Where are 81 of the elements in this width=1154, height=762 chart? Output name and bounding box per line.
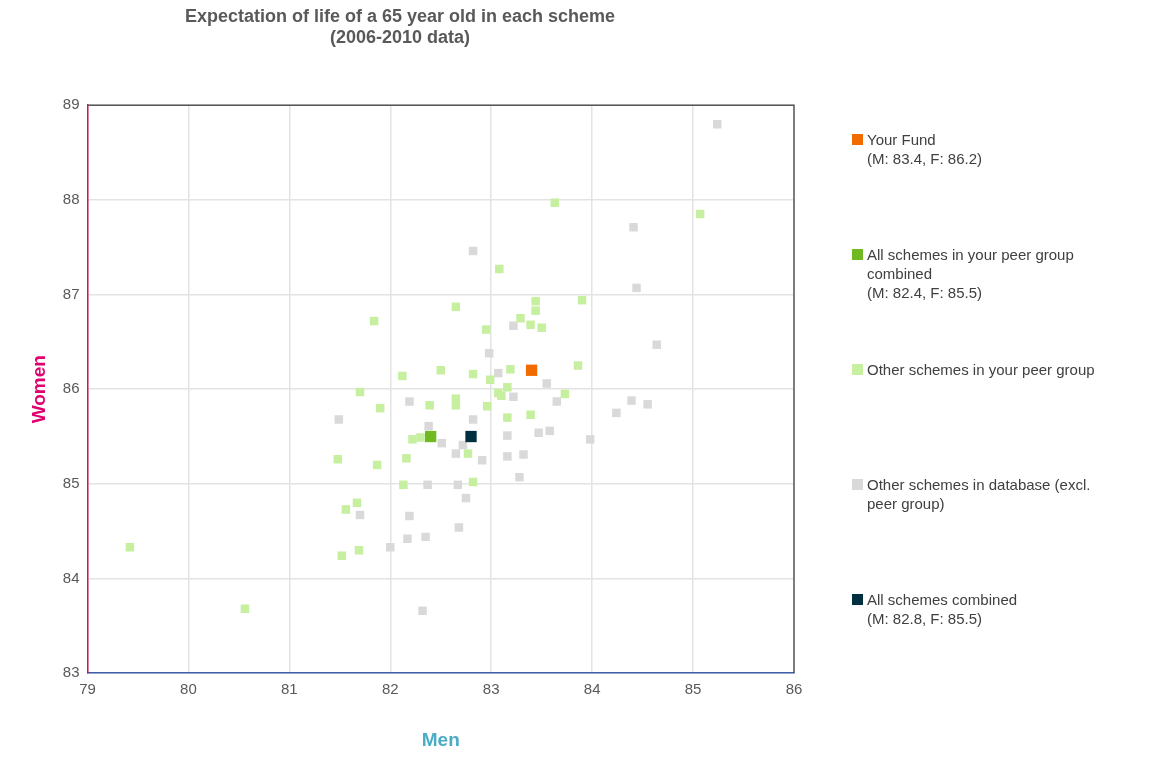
point — [463, 449, 473, 458]
point — [402, 454, 411, 463]
point — [542, 379, 551, 388]
point — [503, 431, 512, 440]
x-tick-label: 82 — [381, 680, 399, 698]
point — [503, 413, 512, 422]
point — [386, 543, 395, 552]
point — [405, 511, 414, 521]
point — [506, 365, 515, 374]
y-tick-label: 88 — [62, 190, 80, 208]
point — [515, 473, 524, 482]
point — [525, 364, 538, 376]
point — [416, 433, 425, 442]
legend-label: Other schemes in database (excl. peer group) — [866, 475, 1092, 514]
point — [424, 430, 437, 443]
point — [125, 543, 135, 552]
point — [495, 264, 504, 274]
point — [713, 119, 722, 129]
y-tick-label: 84 — [62, 568, 80, 586]
point — [405, 397, 414, 406]
y-tick-label: 87 — [62, 284, 80, 302]
x-tick-label: 85 — [684, 680, 702, 698]
point — [468, 415, 478, 424]
point — [399, 480, 408, 490]
point — [341, 505, 351, 514]
point — [509, 392, 518, 402]
x-tick-label: 79 — [79, 680, 96, 698]
y-tick-label: 85 — [62, 474, 80, 492]
point — [585, 435, 595, 444]
point — [494, 368, 503, 378]
point — [526, 320, 535, 330]
legend-label: All schemes combined (M: 82.8, F: 85.5) — [866, 590, 1019, 629]
y-tick-label: 89 — [62, 95, 80, 113]
x-axis-title: Men — [421, 728, 460, 750]
point — [451, 401, 461, 410]
x-tick-label: 81 — [281, 680, 298, 698]
point — [503, 383, 512, 392]
point — [408, 435, 417, 444]
point — [398, 371, 407, 381]
point — [423, 480, 432, 490]
point — [503, 452, 512, 461]
legend-label: Your Fund (M: 83.4, F: 86.2) — [866, 130, 984, 169]
x-tick-label: 84 — [583, 680, 601, 698]
point — [465, 430, 477, 443]
point — [454, 523, 464, 532]
point — [334, 415, 344, 424]
point — [643, 400, 652, 409]
point — [421, 532, 430, 542]
point — [531, 306, 540, 315]
point — [509, 321, 518, 331]
point — [516, 313, 525, 323]
point — [436, 366, 445, 375]
x-tick-label: 80 — [180, 680, 197, 698]
point — [526, 410, 535, 419]
point — [632, 283, 641, 293]
x-tick-label: 86 — [785, 680, 803, 698]
y-tick-label: 86 — [62, 379, 80, 397]
point — [573, 361, 583, 370]
legend-label: All schemes in your peer group combined (M: 82.4, F: 85.5) — [866, 245, 1075, 303]
point — [451, 449, 461, 458]
point — [519, 450, 528, 459]
point — [481, 325, 491, 334]
point — [485, 375, 495, 384]
x-tick-label: 83 — [482, 680, 500, 698]
y-tick-label: 83 — [62, 663, 80, 681]
point — [534, 428, 543, 437]
point — [629, 223, 638, 232]
point — [531, 296, 540, 306]
point — [550, 198, 560, 207]
point — [612, 408, 621, 418]
point — [627, 396, 636, 405]
point — [652, 340, 661, 349]
point — [537, 323, 546, 332]
legend-label: Other schemes in your peer group — [866, 360, 1096, 380]
point — [418, 606, 427, 615]
point — [424, 421, 433, 431]
y-axis-title: Women — [27, 355, 49, 424]
chart-title: Expectation of life of a 65 year old in each scheme (2006-2010 data) — [184, 5, 616, 48]
point — [425, 401, 434, 410]
point — [403, 534, 412, 544]
point — [552, 397, 562, 406]
